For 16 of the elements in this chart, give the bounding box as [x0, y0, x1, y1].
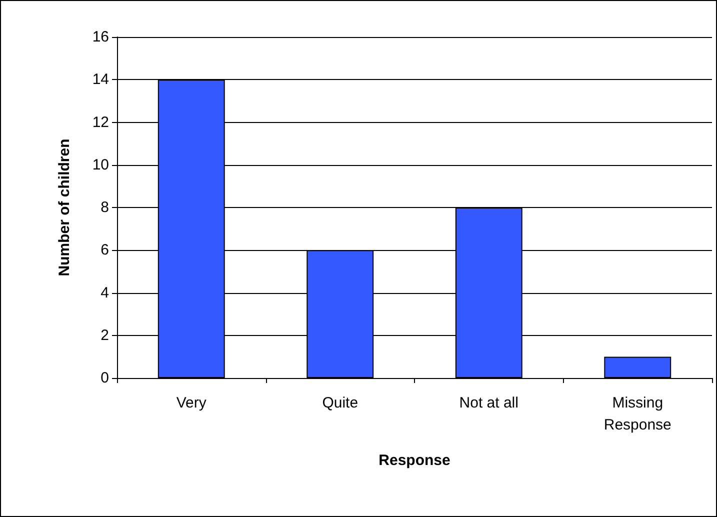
y-tick-label: 10 [92, 156, 109, 174]
y-tick-label: 8 [100, 199, 109, 216]
y-tick-label: 16 [92, 28, 109, 46]
y-tick-label: 12 [92, 114, 109, 131]
x-tick-label: Quite [322, 394, 358, 412]
y-axis-title: Number of children [56, 138, 73, 276]
x-tick-label: Missing Response [604, 394, 672, 434]
y-tick-label: 4 [100, 284, 109, 302]
x-tick-label: Very [176, 394, 207, 412]
x-axis-title: Response [378, 452, 450, 469]
bar [604, 356, 672, 378]
y-tick-label: 0 [100, 370, 109, 386]
x-tick-label: Not at all [459, 394, 518, 412]
y-tick-label: 6 [100, 242, 109, 259]
y-tick-label: 14 [92, 71, 109, 88]
y-tick-label: 2 [100, 326, 109, 344]
